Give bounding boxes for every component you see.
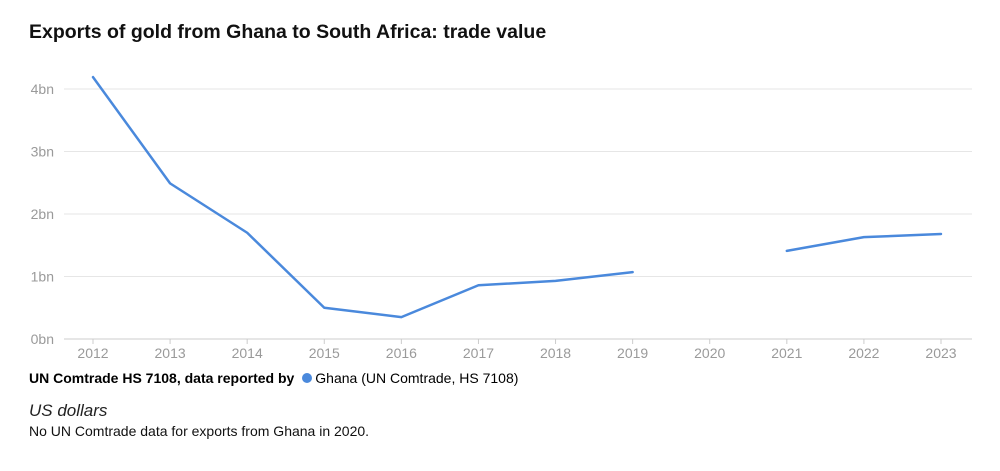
data-point[interactable] (472, 279, 484, 291)
y-tick-label: 0bn (31, 331, 54, 347)
x-tick-label: 2014 (232, 345, 263, 361)
data-point[interactable] (627, 266, 639, 278)
x-tick-label: 2015 (309, 345, 340, 361)
legend-marker-icon (302, 373, 313, 383)
gridlines (64, 88, 972, 340)
x-tick-label: 2023 (925, 345, 956, 361)
x-tick-label: 2013 (155, 345, 186, 361)
data-point[interactable] (241, 227, 253, 239)
y-tick-label: 3bn (31, 144, 54, 160)
y-tick-label: 4bn (31, 81, 54, 97)
legend: UN Comtrade HS 7108, data reported by Gh… (29, 370, 518, 386)
data-point[interactable] (164, 177, 176, 189)
legend-label: UN Comtrade HS 7108, data reported by (29, 370, 295, 386)
data-point[interactable] (87, 71, 99, 83)
series-line-segment[interactable] (785, 232, 943, 253)
y-tick-label: 1bn (31, 269, 54, 285)
data-point[interactable] (858, 231, 870, 243)
chart-title: Exports of gold from Ghana to South Afri… (29, 21, 547, 43)
unit-label: US dollars (29, 401, 108, 420)
x-tick-label: 2022 (848, 345, 879, 361)
legend-series-name[interactable]: Ghana (UN Comtrade, HS 7108) (315, 370, 519, 386)
y-tick-label: 2bn (31, 206, 54, 222)
x-axis-ticks: 2012 2013 2014 2015 2016 2017 2018 2019 2020 2021… (77, 339, 957, 361)
data-point[interactable] (550, 275, 562, 287)
data-point[interactable] (781, 245, 793, 257)
data-point[interactable] (395, 311, 407, 323)
y-axis-ticks: 0bn 1bn 2bn 3bn 4bn (31, 81, 54, 347)
x-tick-label: 2016 (386, 345, 417, 361)
data-point[interactable] (318, 302, 330, 314)
x-tick-label: 2018 (540, 345, 571, 361)
x-tick-label: 2021 (771, 345, 802, 361)
series-line-segment[interactable] (91, 75, 634, 319)
data-point[interactable] (935, 228, 947, 240)
series-lines (87, 71, 947, 323)
x-tick-label: 2020 (694, 345, 725, 361)
x-tick-label: 2012 (77, 345, 108, 361)
x-tick-label: 2019 (617, 345, 648, 361)
x-tick-label: 2017 (463, 345, 494, 361)
data-note: No UN Comtrade data for exports from Gha… (29, 423, 370, 439)
